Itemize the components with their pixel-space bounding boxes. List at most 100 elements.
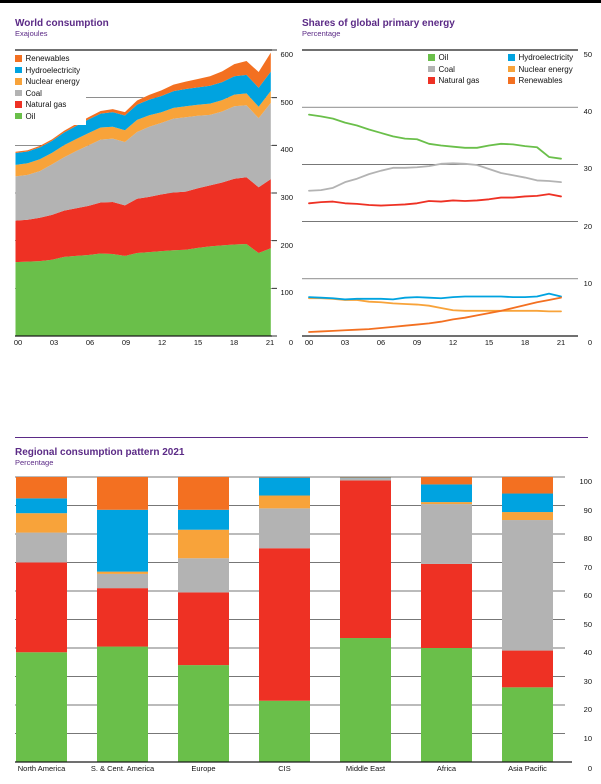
world-y-tick: 200 — [280, 240, 293, 250]
world-x-tick: 15 — [193, 337, 203, 347]
regional-bar-cis-natural-gas — [259, 548, 310, 701]
legend-item: Renewables — [508, 76, 573, 85]
regional-bar-cis-nuclear-energy — [259, 495, 310, 509]
legend-label: Natural gas — [438, 76, 480, 85]
world-x-tick: 03 — [49, 337, 59, 347]
regional-bar-cis-coal — [259, 508, 310, 549]
shares-x-tick: 12 — [448, 337, 458, 347]
shares-y-tick: 0 — [587, 337, 592, 347]
regional-category-label: Africa — [436, 763, 457, 773]
shares-x-tick: 00 — [304, 337, 314, 347]
world-y-tick: 100 — [280, 288, 293, 298]
shares-x-tick: 03 — [340, 337, 350, 347]
shares-x-tick: 18 — [520, 337, 530, 347]
regional-bar-north-america-renewables — [16, 477, 67, 499]
shares-y-tick: 40 — [583, 107, 592, 117]
regional-y-tick: 0 — [587, 763, 592, 773]
regional-bar-africa-renewables — [421, 477, 472, 485]
world-area-oil — [15, 244, 271, 336]
world-y-tick: 0 — [288, 337, 293, 347]
regional-y-tick: 10 — [583, 733, 592, 743]
shares-line-natural-gas — [308, 193, 562, 207]
section-divider — [15, 437, 588, 438]
regional-bar-middle-east-coal — [340, 478, 391, 481]
legend-item: Hydroelectricity — [15, 66, 80, 75]
legend-swatch-icon — [15, 101, 22, 108]
regional-bar-europe-oil — [178, 665, 229, 762]
regional-y-tick: 60 — [583, 591, 592, 600]
regional-bar-europe-renewables — [178, 477, 229, 510]
world-area-hydroelectricity — [15, 71, 271, 165]
regional-chart-title: Regional consumption pattern 2021 — [15, 447, 185, 458]
shares-y-tick: 50 — [583, 50, 592, 59]
regional-bar-asia-pacific-renewables — [502, 477, 553, 494]
regional-bar-s-cent-america-oil — [97, 646, 148, 762]
regional-bar-africa-oil — [421, 648, 472, 762]
legend-label: Nuclear energy — [25, 77, 80, 86]
regional-bar-europe-hydroelectricity — [178, 509, 229, 530]
world-chart-subtitle: Exajoules — [15, 29, 48, 38]
regional-bar-africa-nuclear-energy — [421, 502, 472, 505]
legend-label: Hydroelectricity — [25, 65, 81, 75]
regional-y-tick: 20 — [583, 705, 592, 714]
regional-bar-europe-nuclear-energy — [178, 529, 229, 559]
legend-swatch-icon — [428, 65, 435, 73]
regional-bar-middle-east-natural-gas — [340, 480, 391, 639]
legend-item: Natural gas — [15, 100, 80, 109]
legend-item: Oil — [428, 53, 479, 62]
regional-bar-north-america-nuclear-energy — [16, 513, 67, 533]
shares-line-hydroelectricity — [308, 292, 562, 301]
legend-swatch-icon — [508, 54, 515, 61]
regional-y-tick: 40 — [583, 648, 592, 657]
regional-bar-africa-natural-gas — [421, 563, 472, 648]
regional-y-tick: 90 — [583, 505, 592, 515]
world-y-tick: 400 — [280, 145, 293, 155]
regional-bar-north-america-natural-gas — [16, 562, 67, 653]
world-area-nuclear-energy — [15, 90, 271, 177]
regional-bar-middle-east-oil — [340, 638, 391, 762]
legend-label: Nuclear energy — [518, 64, 573, 74]
legend-swatch-icon — [508, 77, 515, 84]
legend-swatch-icon — [428, 77, 435, 84]
regional-y-tick: 70 — [583, 562, 592, 572]
regional-bar-africa-hydroelectricity — [421, 484, 472, 503]
regional-y-tick: 80 — [583, 534, 592, 543]
shares-y-tick: 10 — [583, 278, 592, 288]
legend-swatch-icon — [428, 54, 435, 61]
world-x-tick: 18 — [229, 337, 239, 347]
legend-swatch-icon — [15, 112, 22, 120]
legend-label: Oil — [25, 111, 36, 121]
regional-bar-europe-coal — [178, 558, 229, 593]
world-x-tick: 00 — [13, 337, 23, 347]
regional-category-label: Middle East — [345, 763, 386, 773]
world-y-tick: 500 — [280, 97, 293, 107]
shares-legend-col1: Oil Coal Natural gas — [428, 53, 479, 88]
shares-y-tick: 30 — [583, 164, 592, 174]
legend-label: Renewables — [518, 76, 563, 85]
legend-label: Natural gas — [25, 100, 67, 109]
legend-item: Renewables — [15, 54, 80, 63]
regional-y-tick: 50 — [583, 619, 592, 629]
world-area-coal — [15, 102, 271, 221]
regional-bar-north-america-hydroelectricity — [16, 498, 67, 514]
world-x-tick: 12 — [157, 337, 167, 347]
regional-bar-s-cent-america-natural-gas — [97, 588, 148, 647]
regional-category-label: CIS — [278, 763, 291, 773]
regional-bar-middle-east-renewables — [340, 477, 391, 478]
regional-bar-asia-pacific-natural-gas — [502, 650, 553, 688]
legend-label: Oil — [438, 53, 449, 62]
regional-bar-north-america-oil — [16, 652, 67, 762]
legend-item: Hydroelectricity — [508, 53, 573, 62]
shares-line-coal — [308, 162, 562, 192]
world-x-tick: 09 — [121, 337, 131, 347]
world-chart-title: World consumption — [15, 18, 109, 29]
world-y-tick: 300 — [280, 193, 293, 202]
regional-y-tick: 100 — [579, 477, 592, 486]
shares-x-tick: 15 — [484, 337, 494, 347]
legend-item: Oil — [15, 112, 80, 121]
regional-bar-asia-pacific-coal — [502, 520, 553, 651]
shares-x-tick: 06 — [376, 337, 386, 347]
regional-category-label: Asia Pacific — [508, 763, 547, 773]
